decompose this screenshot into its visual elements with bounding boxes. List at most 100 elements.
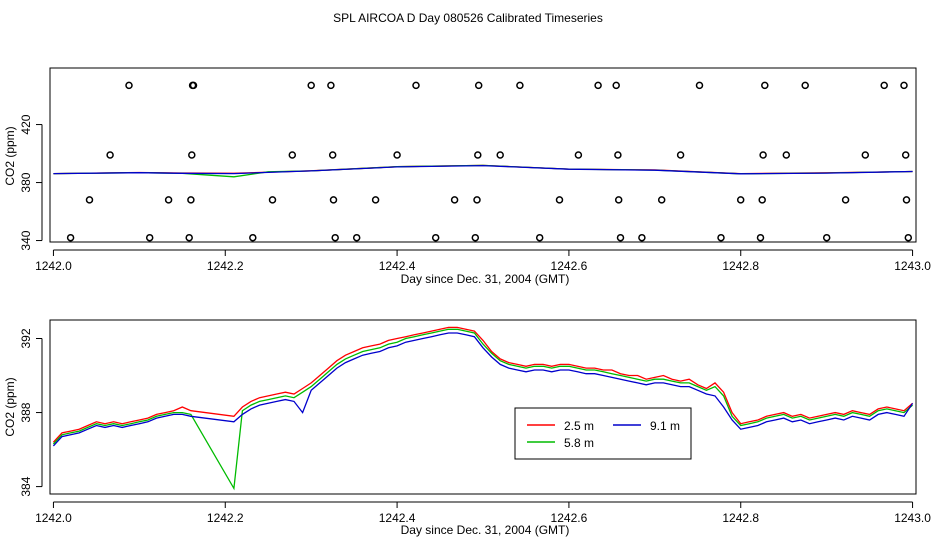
top-data-point	[676, 151, 685, 159]
top-data-point	[450, 196, 459, 204]
top-series-line-2	[53, 164, 913, 175]
top-data-point	[901, 151, 910, 159]
top-data-point	[307, 81, 315, 90]
bottom-series-line-5-8-m	[52, 328, 914, 491]
bottom-x-axis: 1242.0 1242.2 1242.4 1242.6 1242.8 1243.0	[35, 501, 931, 525]
top-data-point	[474, 151, 482, 159]
top-x-label: Day since Dec. 31, 2004 (GMT)	[401, 272, 570, 286]
legend-label-5-8m: 5.8 m	[564, 436, 594, 450]
top-data-point	[66, 233, 75, 242]
top-y-label: CO2 (ppm)	[3, 126, 17, 185]
top-data-point	[695, 81, 704, 90]
top-data-point	[594, 81, 602, 90]
top-data-point	[756, 233, 765, 242]
top-data-point	[657, 196, 666, 204]
top-y-tick-label: 340	[19, 230, 33, 250]
top-data-point	[371, 196, 380, 204]
top-series-line-0	[53, 164, 913, 175]
top-data-point	[614, 196, 623, 204]
top-data-point	[164, 196, 173, 204]
top-data-point	[268, 196, 277, 204]
top-x-tick-label: 1242.0	[35, 259, 72, 273]
top-data-point	[188, 151, 196, 159]
top-x-tick-label: 1242.6	[551, 259, 588, 273]
top-data-point	[904, 233, 913, 242]
bottom-plot-frame	[49, 319, 917, 495]
top-data-point	[758, 196, 766, 204]
legend: 2.5 m 5.8 m 9.1 m	[514, 407, 692, 460]
bottom-x-tick-label: 1243.0	[894, 511, 931, 525]
bottom-y-tick-label: 388	[19, 402, 33, 422]
top-series-line-1	[53, 164, 913, 178]
top-data-point	[822, 233, 831, 242]
top-data-point	[900, 81, 908, 90]
bottom-y-axis: 384 388 392	[19, 328, 43, 497]
bottom-x-label: Day since Dec. 31, 2004 (GMT)	[401, 523, 570, 537]
top-data-point	[85, 196, 94, 204]
top-data-point	[574, 151, 583, 159]
legend-box	[514, 407, 692, 460]
top-plot-frame	[49, 67, 917, 243]
top-y-tick-label: 380	[19, 172, 33, 192]
top-data-point	[189, 81, 198, 90]
bottom-x-tick-label: 1242.0	[35, 511, 72, 525]
legend-label-9-1m: 9.1 m	[650, 419, 680, 433]
top-data-point	[327, 81, 335, 90]
top-data-point	[473, 196, 481, 204]
top-data-point	[761, 81, 769, 90]
top-data-point	[474, 81, 483, 90]
bottom-x-tick-label: 1242.2	[207, 511, 244, 525]
top-x-tick-label: 1243.0	[894, 259, 931, 273]
top-x-axis: 1242.0 1242.2 1242.4 1242.6 1242.8 1243.0	[35, 249, 931, 273]
top-data-point	[393, 151, 401, 159]
top-data-point	[145, 233, 154, 242]
top-data-point	[516, 81, 524, 90]
top-data-point	[331, 233, 339, 242]
top-data-point	[902, 196, 911, 204]
top-data-point	[125, 81, 133, 90]
top-data-point	[496, 151, 504, 159]
top-data-point	[328, 151, 337, 159]
bottom-x-tick-label: 1242.8	[722, 511, 759, 525]
bottom-series-line-9-1-m	[52, 332, 914, 447]
top-data-point	[801, 81, 809, 90]
top-data-point	[612, 81, 620, 90]
top-data-point	[880, 81, 888, 90]
page-title: SPL AIRCOA D Day 080526 Calibrated Times…	[333, 11, 603, 25]
top-data-point	[555, 196, 564, 204]
top-data-point	[431, 233, 440, 242]
bottom-y-tick-label: 392	[19, 328, 33, 348]
top-data-point	[352, 233, 361, 242]
bottom-y-label: CO2 (ppm)	[3, 377, 17, 436]
top-data-point	[782, 151, 791, 159]
top-data-point	[616, 233, 625, 242]
top-x-tick-label: 1242.8	[722, 259, 759, 273]
top-data-point	[412, 81, 420, 90]
top-data-point	[471, 233, 480, 242]
legend-label-2-5m: 2.5 m	[564, 419, 594, 433]
top-data-point	[736, 196, 745, 204]
top-y-tick-label: 420	[19, 114, 33, 134]
top-y-axis: 340 380 420	[19, 114, 43, 251]
top-data-point	[614, 151, 622, 159]
top-data-point	[249, 233, 257, 242]
top-data-point	[329, 196, 338, 204]
top-data-point	[841, 196, 850, 204]
top-data-point	[185, 233, 193, 242]
top-data-point	[535, 233, 544, 242]
bottom-series-line-2-5-m	[52, 326, 914, 443]
bottom-x-tick-label: 1242.4	[379, 511, 416, 525]
bottom-plot-data	[52, 326, 914, 491]
top-data-point	[288, 151, 297, 159]
top-data-point	[717, 233, 725, 242]
bottom-y-tick-label: 384	[19, 476, 33, 496]
top-data-point	[187, 196, 195, 204]
top-data-point	[106, 151, 114, 159]
top-x-tick-label: 1242.2	[207, 259, 244, 273]
top-plot-data	[53, 81, 913, 242]
bottom-x-tick-label: 1242.6	[551, 511, 588, 525]
top-data-point	[861, 151, 870, 159]
top-x-tick-label: 1242.4	[379, 259, 416, 273]
